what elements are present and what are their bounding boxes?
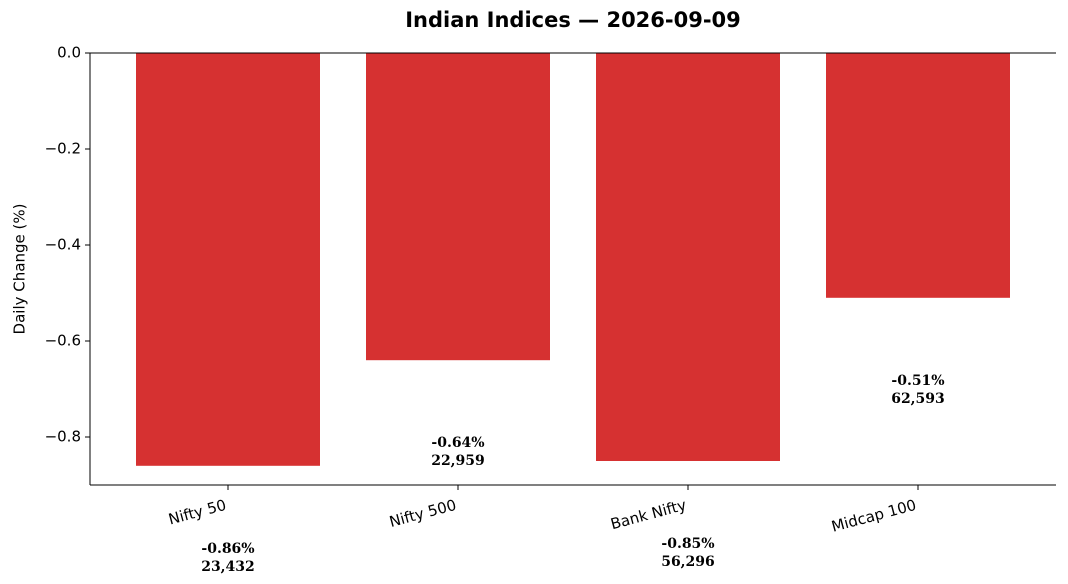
y-tick-label: 0.0 [57, 44, 81, 62]
close-label: 56,296 [661, 554, 715, 570]
bar [136, 53, 320, 466]
value-label: -0.85% [661, 536, 714, 552]
value-label: -0.51% [891, 373, 944, 389]
value-label: -0.64% [431, 435, 484, 451]
y-tick-label: −0.2 [45, 140, 81, 158]
close-label: 22,959 [431, 453, 485, 469]
x-tick-label: Bank Nifty [609, 496, 689, 534]
x-tick-label: Nifty 50 [167, 496, 229, 529]
x-tick-label: Nifty 500 [387, 496, 458, 531]
x-tick-label: Midcap 100 [830, 496, 919, 536]
y-tick-label: −0.6 [45, 332, 81, 350]
y-axis-label: Daily Change (%) [11, 204, 29, 335]
y-tick-label: −0.4 [45, 236, 81, 254]
chart-title: Indian Indices — 2026-09-09 [405, 8, 741, 32]
close-label: 62,593 [891, 391, 945, 407]
y-tick-label: −0.8 [45, 428, 81, 446]
bar [366, 53, 550, 361]
bar [826, 53, 1010, 298]
value-label: -0.86% [201, 541, 254, 557]
bar [596, 53, 780, 461]
close-label: 23,432 [201, 559, 255, 575]
